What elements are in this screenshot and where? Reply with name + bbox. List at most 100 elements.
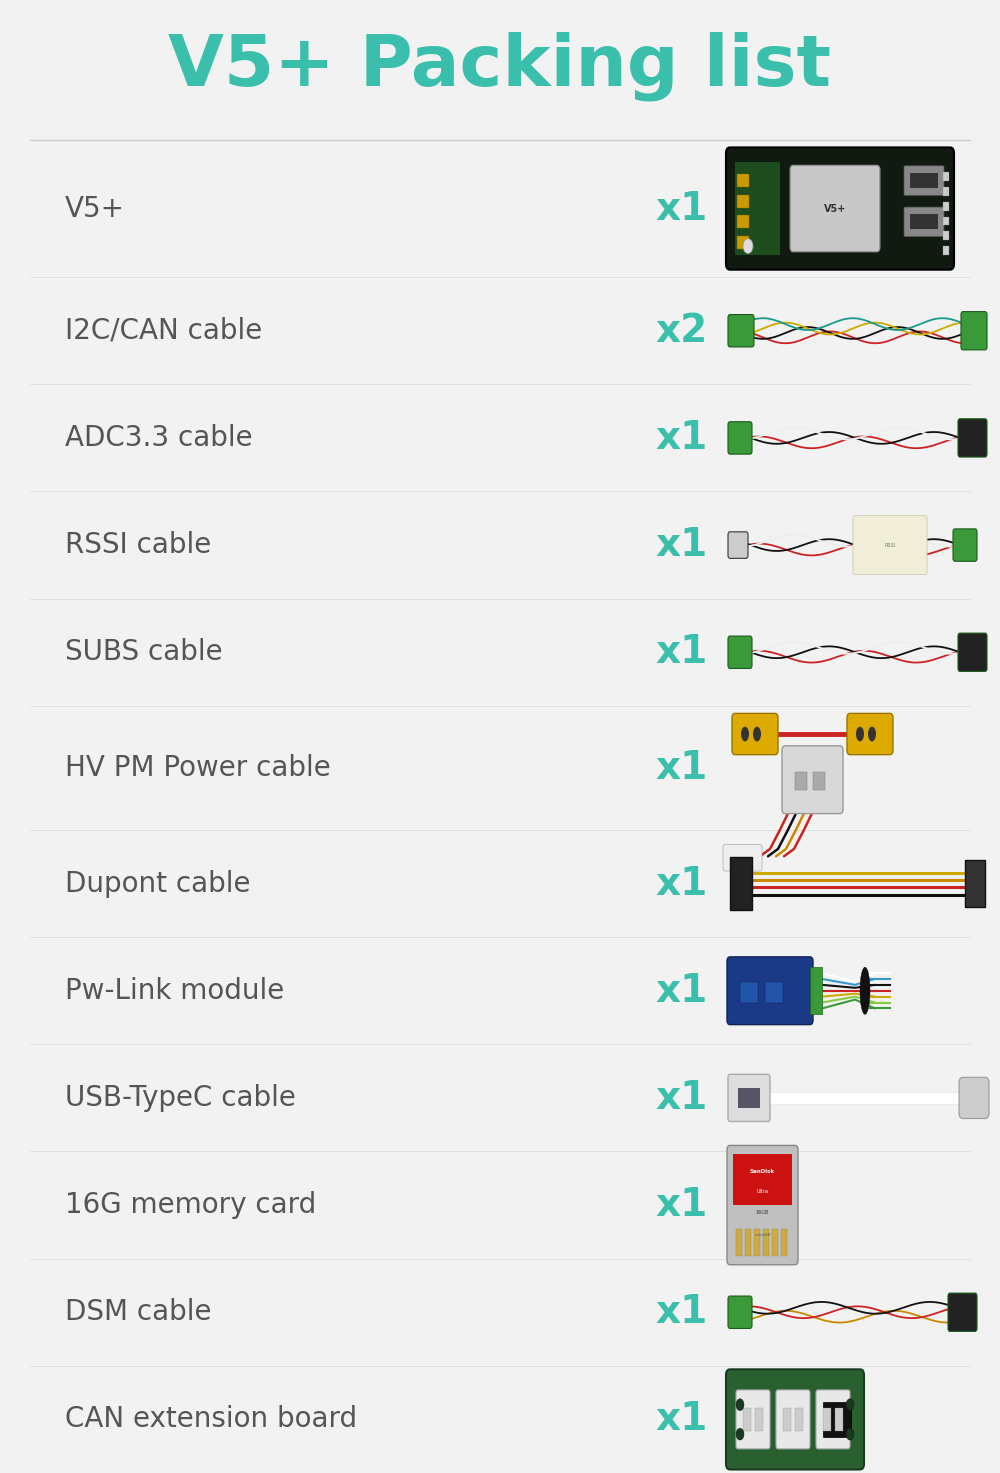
Text: x1: x1	[655, 865, 707, 903]
Ellipse shape	[846, 1399, 854, 1411]
Bar	[736, 1230, 742, 1256]
FancyBboxPatch shape	[776, 1391, 810, 1449]
Text: HV PM Power cable: HV PM Power cable	[65, 754, 331, 782]
Bar	[910, 215, 938, 230]
Text: 16GB: 16GB	[756, 1209, 769, 1215]
Bar	[823, 1408, 831, 1432]
Bar	[737, 194, 749, 208]
Text: x1: x1	[655, 748, 707, 787]
Bar	[910, 174, 938, 189]
FancyBboxPatch shape	[958, 633, 987, 672]
Text: SUBS cable: SUBS cable	[65, 638, 223, 666]
Bar	[740, 982, 758, 1003]
FancyBboxPatch shape	[728, 1296, 752, 1329]
Text: Ultra: Ultra	[757, 1189, 768, 1195]
Text: V5+: V5+	[824, 203, 846, 214]
Text: DSM cable: DSM cable	[65, 1298, 212, 1326]
Ellipse shape	[856, 726, 864, 741]
Ellipse shape	[846, 1429, 854, 1441]
FancyBboxPatch shape	[958, 418, 987, 457]
FancyBboxPatch shape	[961, 312, 987, 351]
Text: x1: x1	[655, 1293, 707, 1332]
Text: x1: x1	[655, 1186, 707, 1224]
Bar	[943, 172, 949, 181]
FancyBboxPatch shape	[948, 1293, 977, 1332]
Text: RSSI cable: RSSI cable	[65, 532, 211, 560]
Bar	[755, 1408, 763, 1432]
FancyBboxPatch shape	[904, 208, 944, 237]
FancyBboxPatch shape	[790, 165, 880, 252]
FancyBboxPatch shape	[728, 636, 752, 669]
Text: V5+ Packing list: V5+ Packing list	[168, 31, 832, 102]
Text: Dupont cable: Dupont cable	[65, 869, 250, 897]
Bar	[745, 1230, 751, 1256]
FancyBboxPatch shape	[727, 1146, 798, 1265]
Text: CAN extension board: CAN extension board	[65, 1405, 357, 1433]
Bar	[737, 174, 749, 187]
FancyBboxPatch shape	[728, 1074, 770, 1121]
Bar	[733, 1155, 792, 1205]
FancyBboxPatch shape	[816, 1391, 850, 1449]
Bar	[943, 202, 949, 211]
Text: USB-TypeC cable: USB-TypeC cable	[65, 1084, 296, 1112]
Bar	[823, 1402, 851, 1438]
Text: RSSI: RSSI	[884, 542, 896, 548]
Bar	[763, 1230, 769, 1256]
Text: x1: x1	[655, 633, 707, 672]
Text: x1: x1	[655, 1078, 707, 1117]
FancyBboxPatch shape	[727, 957, 813, 1025]
Bar	[835, 1408, 843, 1432]
Bar	[737, 236, 749, 249]
Bar	[795, 1408, 803, 1432]
Bar	[943, 246, 949, 255]
Ellipse shape	[743, 239, 753, 253]
FancyBboxPatch shape	[847, 713, 893, 754]
Text: microSD: microSD	[754, 1233, 771, 1236]
Bar	[781, 1230, 787, 1256]
FancyBboxPatch shape	[728, 421, 752, 454]
FancyBboxPatch shape	[904, 166, 944, 196]
Bar	[730, 857, 752, 910]
Text: ADC3.3 cable: ADC3.3 cable	[65, 424, 253, 452]
Ellipse shape	[736, 1399, 744, 1411]
Text: SanDisk: SanDisk	[750, 1170, 775, 1174]
Bar	[738, 1087, 760, 1108]
Bar	[943, 231, 949, 240]
Ellipse shape	[860, 968, 870, 1015]
FancyBboxPatch shape	[853, 516, 927, 574]
Bar	[813, 772, 825, 790]
Bar	[737, 215, 749, 228]
FancyBboxPatch shape	[732, 713, 778, 754]
Bar	[754, 1230, 760, 1256]
Text: x1: x1	[655, 526, 707, 564]
Bar	[783, 1408, 791, 1432]
FancyBboxPatch shape	[959, 1077, 989, 1118]
FancyBboxPatch shape	[726, 147, 954, 270]
Bar	[943, 187, 949, 196]
Bar	[810, 968, 822, 1015]
Text: V5+: V5+	[65, 194, 125, 222]
Bar	[735, 162, 780, 255]
Text: Pw-Link module: Pw-Link module	[65, 977, 284, 1005]
Ellipse shape	[741, 726, 749, 741]
FancyBboxPatch shape	[782, 745, 843, 813]
Text: x1: x1	[655, 972, 707, 1010]
FancyBboxPatch shape	[736, 1391, 770, 1449]
Text: x1: x1	[655, 1401, 707, 1439]
Bar	[965, 860, 985, 907]
FancyBboxPatch shape	[726, 1370, 864, 1470]
FancyBboxPatch shape	[953, 529, 977, 561]
Bar	[943, 217, 949, 225]
Ellipse shape	[753, 726, 761, 741]
Text: I2C/CAN cable: I2C/CAN cable	[65, 317, 262, 345]
Text: x1: x1	[655, 190, 707, 227]
Text: x2: x2	[655, 312, 707, 349]
FancyBboxPatch shape	[728, 315, 754, 348]
FancyBboxPatch shape	[728, 532, 748, 558]
FancyBboxPatch shape	[723, 844, 762, 871]
Text: 16G memory card: 16G memory card	[65, 1192, 316, 1220]
Ellipse shape	[736, 1429, 744, 1441]
Ellipse shape	[868, 726, 876, 741]
Bar	[772, 1230, 778, 1256]
Text: x1: x1	[655, 418, 707, 457]
